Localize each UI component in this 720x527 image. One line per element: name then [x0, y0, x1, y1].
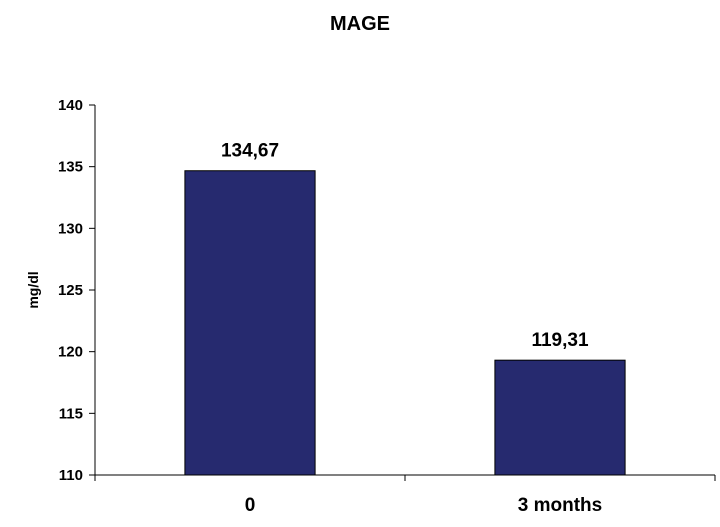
bar-1: [494, 359, 626, 476]
x-category-label: 0: [245, 495, 256, 516]
bar-value-label: 134,67: [221, 141, 279, 162]
chart-title: MAGE: [330, 13, 390, 35]
bar-0: [184, 170, 316, 476]
y-axis-ticks: 110 115 120 125 130 135 140: [58, 97, 95, 484]
y-tick-label: 115: [59, 405, 83, 422]
y-axis-label: mg/dl: [25, 271, 41, 308]
bar-value-label: 119,31: [531, 330, 588, 351]
data-labels-group: 134,67 119,31: [221, 141, 589, 351]
x-category-label: 3 months: [518, 495, 602, 516]
y-tick-label: 130: [58, 220, 83, 237]
y-tick-label: 140: [58, 97, 83, 114]
y-tick-label: 120: [58, 344, 83, 361]
y-tick-label: 135: [58, 159, 83, 176]
y-tick-label: 110: [59, 467, 83, 484]
x-axis-ticks: 0 3 months: [94, 475, 716, 516]
y-tick-label: 125: [58, 282, 83, 299]
bars-group: [184, 170, 626, 476]
